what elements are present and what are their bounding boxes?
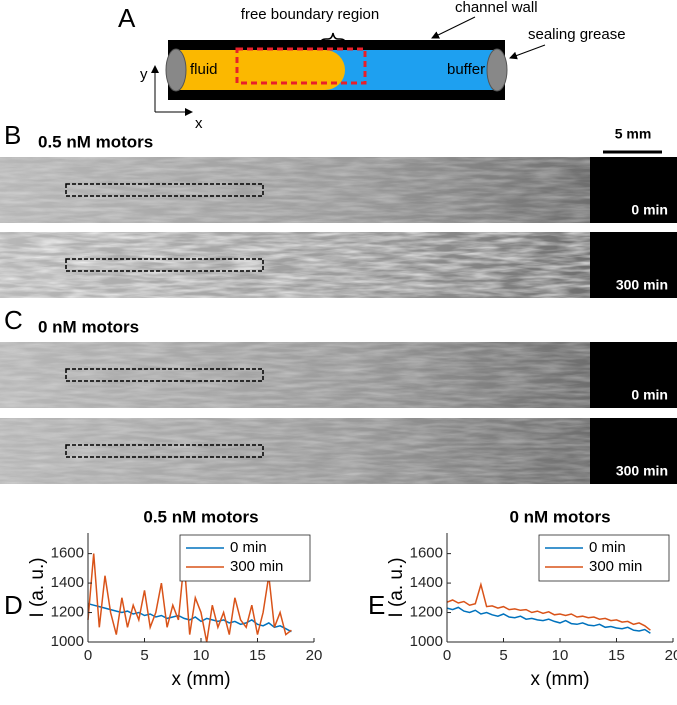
x-tick-label: 0 [84,647,92,664]
label: sealing grease [528,26,626,43]
x-tick-label: 10 [193,647,210,664]
y-tick-label: 1200 [410,604,443,621]
y-tick-label: 1200 [51,604,84,621]
arrow [509,44,546,60]
y-axis-label: I (a. u.) [386,557,407,617]
boundary-box [235,47,367,85]
x-tick-label: 0 [443,647,451,664]
label: free boundary region [241,6,379,23]
legend-label: 0 min [589,539,626,556]
label: y [140,66,148,83]
y-tick-label: 1400 [51,574,84,591]
data-line [446,581,651,631]
micrograph-texture [0,342,590,408]
label: buffer [447,61,485,78]
roi [65,444,264,458]
y-tick-label: 1400 [410,574,443,591]
arrow [431,16,476,39]
legend-label: 300 min [230,558,283,575]
chart-title: 0.5 nM motors [143,507,258,526]
panel-label: E [368,590,385,620]
y-tick-label: 1000 [51,633,84,650]
fluid-region [176,50,345,90]
roi [65,258,264,272]
micrograph-texture [0,418,590,484]
roi [65,183,264,197]
data-line [446,606,651,634]
label: fluid [190,61,218,78]
y-tick-label: 1600 [410,545,443,562]
frame-time: 300 min [616,463,668,479]
x-tick-label: 20 [306,647,323,664]
x-tick-label: 5 [499,647,507,664]
legend-box [179,534,311,582]
brace [319,32,347,46]
frame-time: 300 min [616,277,668,293]
legend-label: 300 min [589,558,642,575]
x-tick-label: 15 [249,647,266,664]
label: x [195,115,203,132]
x-tick-label: 10 [552,647,569,664]
schematic: A free boundary region channel wall seal… [118,0,626,132]
panel-label: C [4,305,23,335]
data-line [87,553,292,643]
y-tick-label: 1000 [410,633,443,650]
group-title: 0 nM motors [38,317,139,336]
chart-title: 0 nM motors [509,507,610,526]
legend-label: 0 min [230,539,267,556]
y-tick-label: 1600 [51,545,84,562]
panel-label: A [118,3,136,33]
roi [65,368,264,382]
x-tick-label: 5 [140,647,148,664]
grease [486,48,508,92]
panel-label: B [4,120,21,150]
x-axis-label: x (mm) [171,669,230,690]
micrograph-texture [0,157,590,223]
grease [165,48,187,92]
micrograph-texture [0,232,590,298]
charts: D 0.5 nM motors 0 5 10 15 20 1000 1200 1400 1600 x … [4,507,677,690]
group-title: 0.5 nM motors [38,132,153,151]
x-tick-label: 15 [608,647,625,664]
legend-box [538,534,670,582]
frame-time: 0 min [631,387,668,403]
image-panels: B 0.5 nM motors 0 min 300 min C 0 nM motors 0 … [0,120,677,484]
scale-label: 5 mm [615,126,652,142]
x-tick-label: 20 [665,647,677,664]
data-line [87,602,292,633]
x-axis-label: x (mm) [530,669,589,690]
frame-time: 0 min [631,202,668,218]
panel-label: D [4,590,23,620]
y-axis-label: I (a. u.) [27,557,48,617]
label: channel wall [455,0,538,16]
